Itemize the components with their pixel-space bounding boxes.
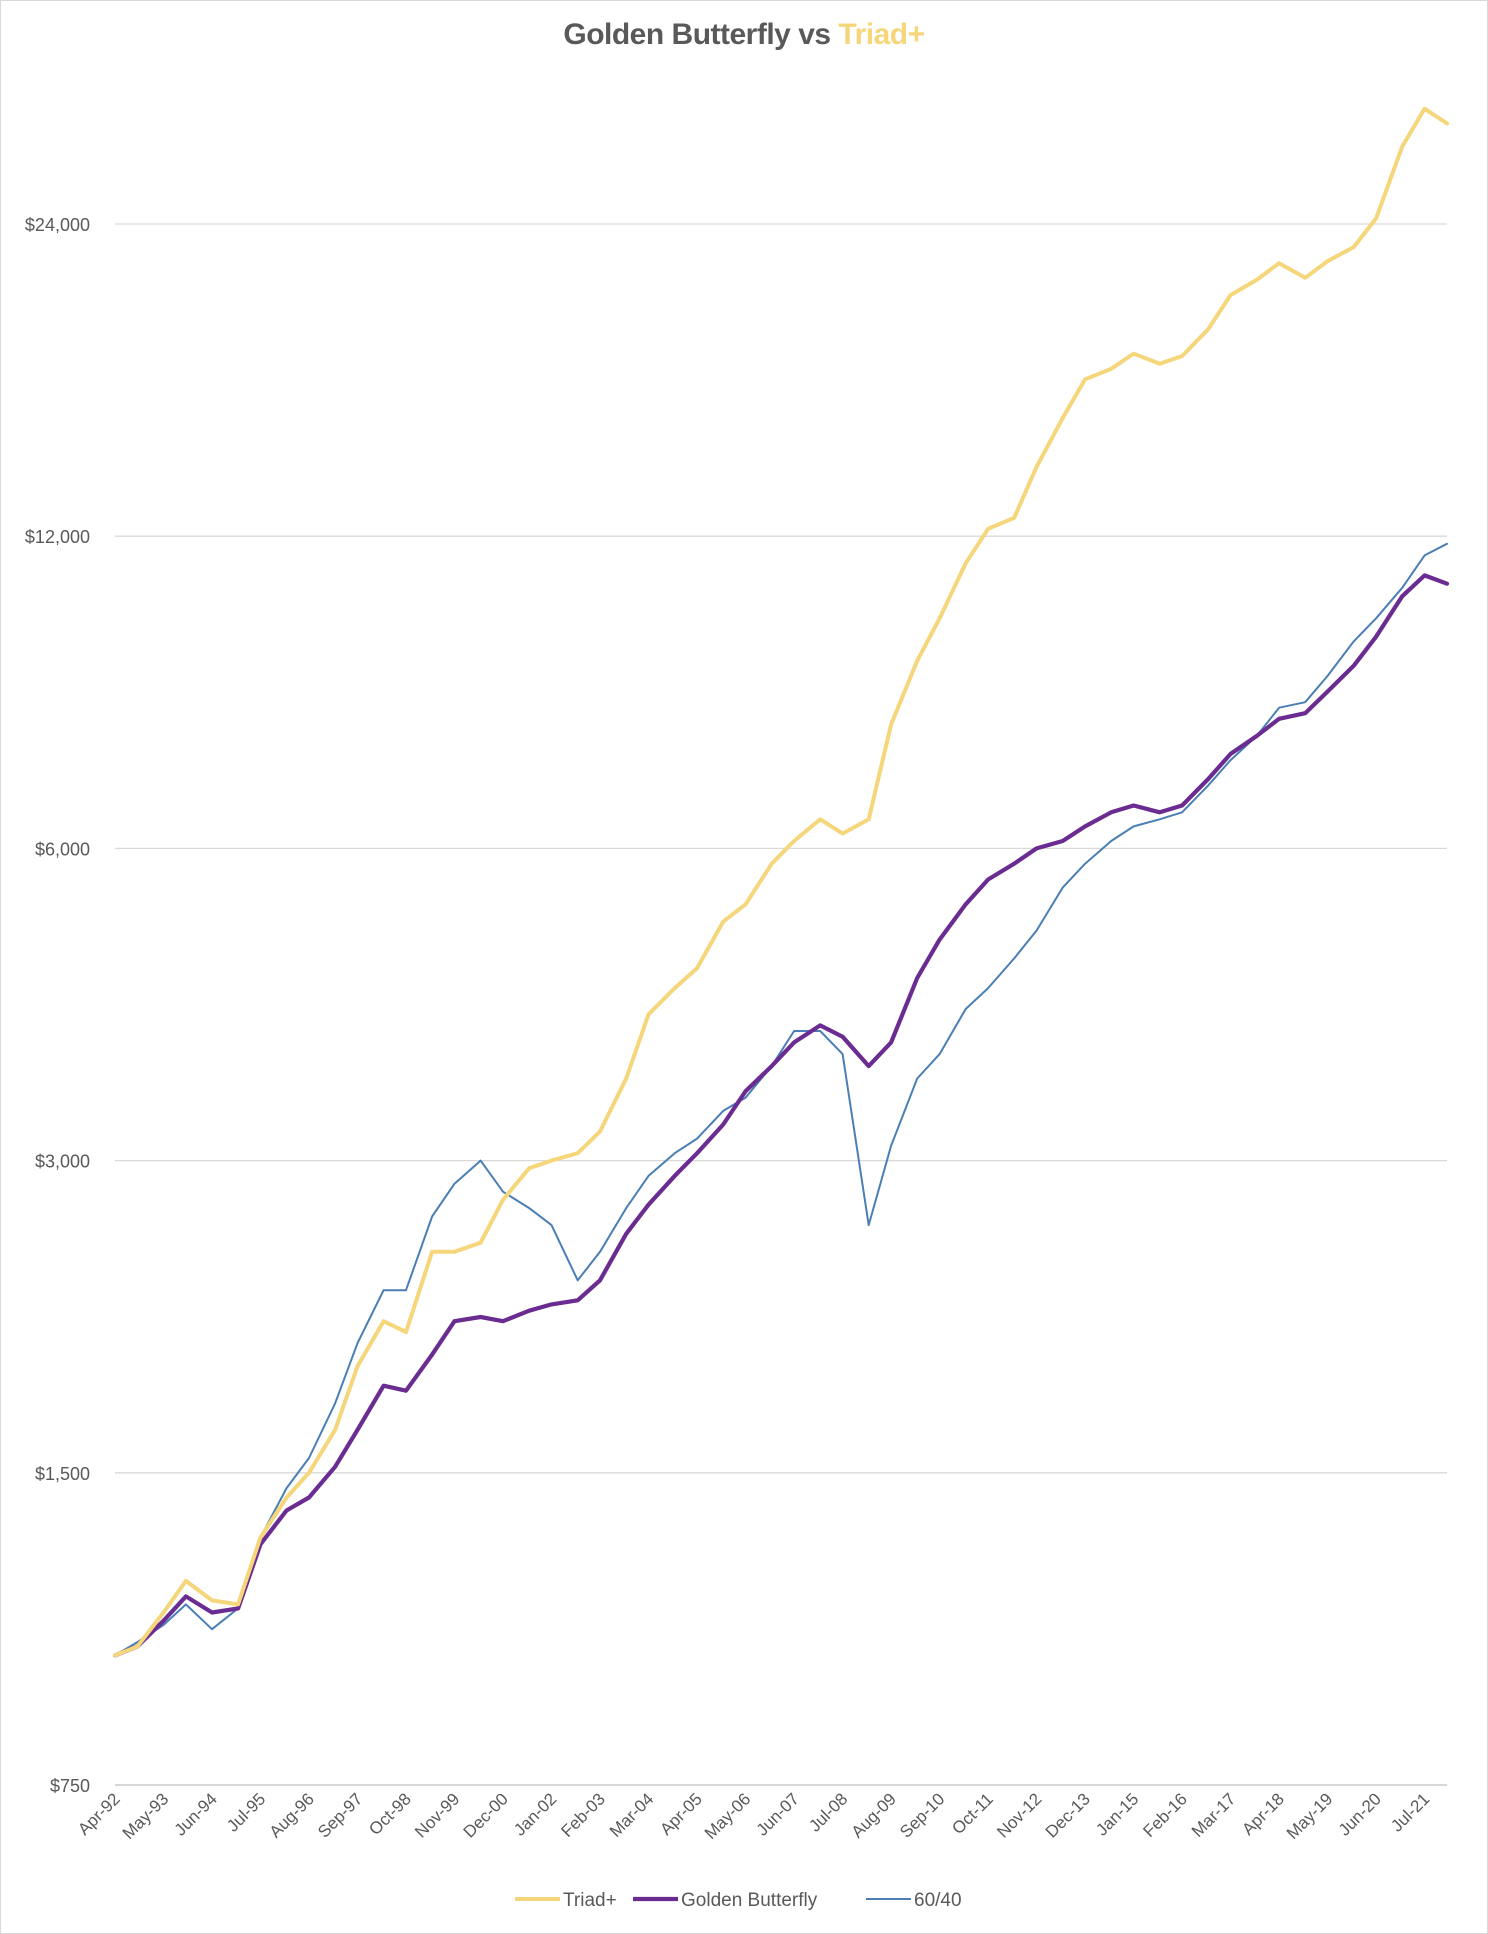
x-tick-label: May-19 xyxy=(1283,1789,1337,1843)
legend-triad--label: Triad+ xyxy=(563,1890,617,1911)
x-tick-label: May-06 xyxy=(701,1789,755,1843)
series-line-golden-butterfly xyxy=(112,573,1450,1658)
series-line-triad- xyxy=(113,106,1449,1658)
x-tick-label: Jan-15 xyxy=(1092,1789,1142,1839)
x-tick-label: Jun-94 xyxy=(171,1789,221,1839)
legend-60-40-label: 60/40 xyxy=(914,1890,962,1911)
chart-title-main: Golden Butterfly vs xyxy=(563,18,831,51)
x-tick-label: Sep-10 xyxy=(896,1789,948,1841)
x-tick-label: Jul-95 xyxy=(223,1789,269,1835)
x-tick-label: Nov-99 xyxy=(411,1789,463,1841)
y-tick-label: $1,500 xyxy=(35,1464,90,1484)
x-tick-label: Oct-98 xyxy=(365,1789,415,1839)
legend-golden-butterfly-label: Golden Butterfly xyxy=(681,1890,818,1911)
y-tick-label: $6,000 xyxy=(35,839,90,859)
x-tick-label: Aug-09 xyxy=(848,1789,900,1841)
x-tick-label: Mar-04 xyxy=(606,1789,658,1841)
y-tick-label: $3,000 xyxy=(35,1152,90,1172)
series-lines xyxy=(112,106,1450,1658)
x-tick-label: Apr-92 xyxy=(74,1789,124,1839)
x-tick-label: Mar-17 xyxy=(1188,1789,1240,1841)
y-tick-label: $12,000 xyxy=(25,527,90,547)
x-tick-label: Dec-00 xyxy=(460,1789,512,1841)
x-tick-label: Jan-02 xyxy=(510,1789,560,1839)
x-tick-label: Aug-96 xyxy=(266,1789,318,1841)
chart-title-accent: Triad+ xyxy=(838,18,925,51)
y-axis-ticks: $750 $1,500 $3,000 $6,000 $12,000 $24,000 xyxy=(25,215,90,1796)
x-tick-label: Jun-20 xyxy=(1335,1789,1385,1839)
legend: Triad+ Golden Butterfly 60/40 xyxy=(515,1890,962,1911)
x-tick-label: Sep-97 xyxy=(314,1789,366,1841)
series-line-60-40 xyxy=(114,542,1448,1657)
x-tick-label: Feb-16 xyxy=(1139,1789,1191,1841)
y-tick-label: $750 xyxy=(50,1776,90,1796)
x-tick-label: May-93 xyxy=(119,1789,173,1843)
x-tick-label: Feb-03 xyxy=(557,1789,609,1841)
y-tick-label: $24,000 xyxy=(25,215,90,235)
x-tick-label: Oct-11 xyxy=(948,1789,997,1838)
x-tick-label: Apr-05 xyxy=(656,1789,706,1839)
x-tick-label: Jul-21 xyxy=(1387,1789,1433,1835)
x-tick-label: Jul-08 xyxy=(805,1789,851,1835)
x-tick-label: Jun-07 xyxy=(753,1789,803,1839)
chart-title: Golden Butterfly vs Triad+ xyxy=(0,18,1488,52)
x-tick-label: Apr-18 xyxy=(1238,1789,1288,1839)
x-tick-label: Nov-12 xyxy=(993,1789,1045,1841)
gridlines xyxy=(115,223,1447,1786)
x-tick-label: Dec-13 xyxy=(1042,1789,1094,1841)
